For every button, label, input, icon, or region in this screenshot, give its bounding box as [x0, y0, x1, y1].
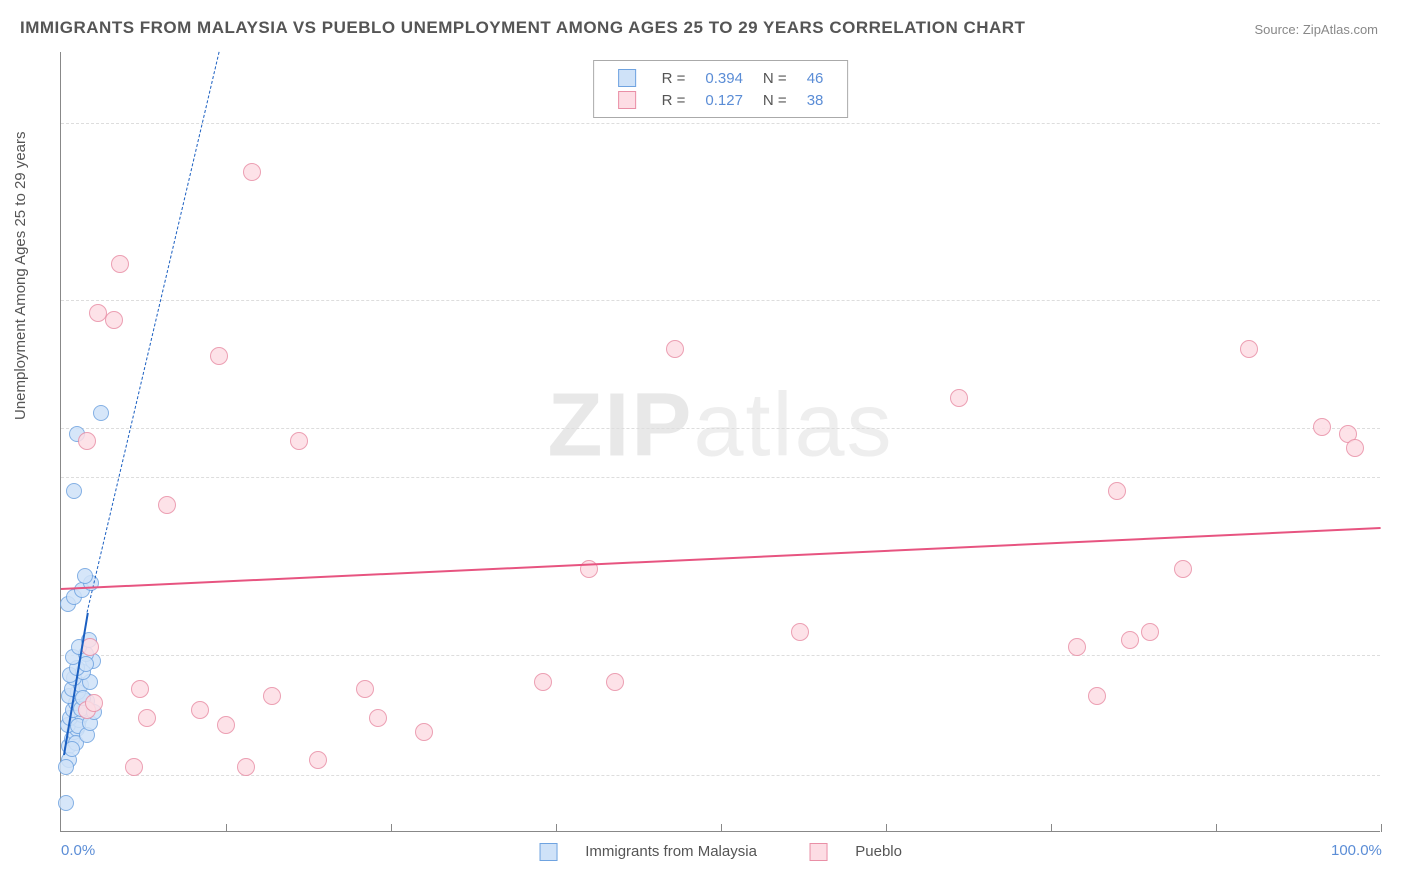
data-point: [158, 496, 176, 514]
watermark-bold: ZIP: [547, 375, 693, 475]
legend-item-series2: Pueblo: [797, 843, 914, 860]
hgrid-line: [61, 428, 1380, 429]
data-point: [131, 680, 149, 698]
correlation-legend: R = 0.394 N = 46 R = 0.127 N = 38: [593, 60, 849, 118]
data-point: [791, 623, 809, 641]
data-point: [415, 723, 433, 741]
swatch-series2: [618, 91, 636, 109]
data-point: [1141, 623, 1159, 641]
chart-title: IMMIGRANTS FROM MALAYSIA VS PUEBLO UNEMP…: [20, 18, 1025, 38]
hgrid-line: [61, 123, 1380, 124]
xtick-label: 100.0%: [1331, 842, 1382, 859]
data-point: [191, 701, 209, 719]
legend-label-series2: Pueblo: [855, 843, 902, 860]
data-point: [534, 673, 552, 691]
data-point: [1174, 560, 1192, 578]
data-point: [237, 758, 255, 776]
series-legend: Immigrants from Malaysia Pueblo: [515, 843, 926, 861]
data-point: [309, 751, 327, 769]
data-point: [290, 432, 308, 450]
trend-line: [61, 527, 1381, 590]
xtick-mark: [556, 824, 557, 832]
r-label: R =: [652, 67, 696, 89]
data-point: [77, 568, 93, 584]
data-point: [1088, 687, 1106, 705]
data-point: [369, 709, 387, 727]
r-label: R =: [652, 89, 696, 111]
swatch-series2-b: [809, 843, 827, 861]
data-point: [111, 255, 129, 273]
xtick-mark: [226, 824, 227, 832]
legend-row-series1: R = 0.394 N = 46: [608, 67, 834, 89]
data-point: [263, 687, 281, 705]
data-point: [1121, 631, 1139, 649]
data-point: [1313, 418, 1331, 436]
hgrid-line: [61, 775, 1380, 776]
xtick-mark: [1051, 824, 1052, 832]
data-point: [1108, 482, 1126, 500]
data-point: [210, 347, 228, 365]
data-point: [666, 340, 684, 358]
data-point: [1068, 638, 1086, 656]
data-point: [78, 432, 96, 450]
data-point: [58, 795, 74, 811]
n-value-series1: 46: [797, 67, 834, 89]
data-point: [217, 716, 235, 734]
r-value-series1: 0.394: [695, 67, 753, 89]
source-attribution: Source: ZipAtlas.com: [1254, 22, 1378, 37]
xtick-mark: [1216, 824, 1217, 832]
data-point: [1240, 340, 1258, 358]
xtick-label: 0.0%: [61, 842, 95, 859]
swatch-series1-b: [539, 843, 557, 861]
hgrid-line: [61, 655, 1380, 656]
scatter-plot-area: ZIPatlas R = 0.394 N = 46 R = 0.127 N = …: [60, 52, 1380, 832]
legend-item-series1: Immigrants from Malaysia: [527, 843, 773, 860]
y-axis-label: Unemployment Among Ages 25 to 29 years: [12, 131, 29, 420]
data-point: [58, 759, 74, 775]
legend-row-series2: R = 0.127 N = 38: [608, 89, 834, 111]
watermark-thin: atlas: [693, 375, 893, 475]
data-point: [85, 694, 103, 712]
data-point: [138, 709, 156, 727]
hgrid-line: [61, 477, 1380, 478]
data-point: [93, 405, 109, 421]
xtick-mark: [391, 824, 392, 832]
xtick-mark: [886, 824, 887, 832]
data-point: [950, 389, 968, 407]
n-label: N =: [753, 89, 797, 111]
legend-label-series1: Immigrants from Malaysia: [585, 843, 757, 860]
swatch-series1: [618, 69, 636, 87]
trend-line: [87, 52, 220, 612]
r-value-series2: 0.127: [695, 89, 753, 111]
n-label: N =: [753, 67, 797, 89]
xtick-mark: [721, 824, 722, 832]
data-point: [606, 673, 624, 691]
xtick-mark: [1381, 824, 1382, 832]
data-point: [105, 311, 123, 329]
n-value-series2: 38: [797, 89, 834, 111]
data-point: [66, 483, 82, 499]
data-point: [125, 758, 143, 776]
data-point: [356, 680, 374, 698]
data-point: [243, 163, 261, 181]
watermark: ZIPatlas: [547, 374, 893, 477]
data-point: [1346, 439, 1364, 457]
hgrid-line: [61, 300, 1380, 301]
